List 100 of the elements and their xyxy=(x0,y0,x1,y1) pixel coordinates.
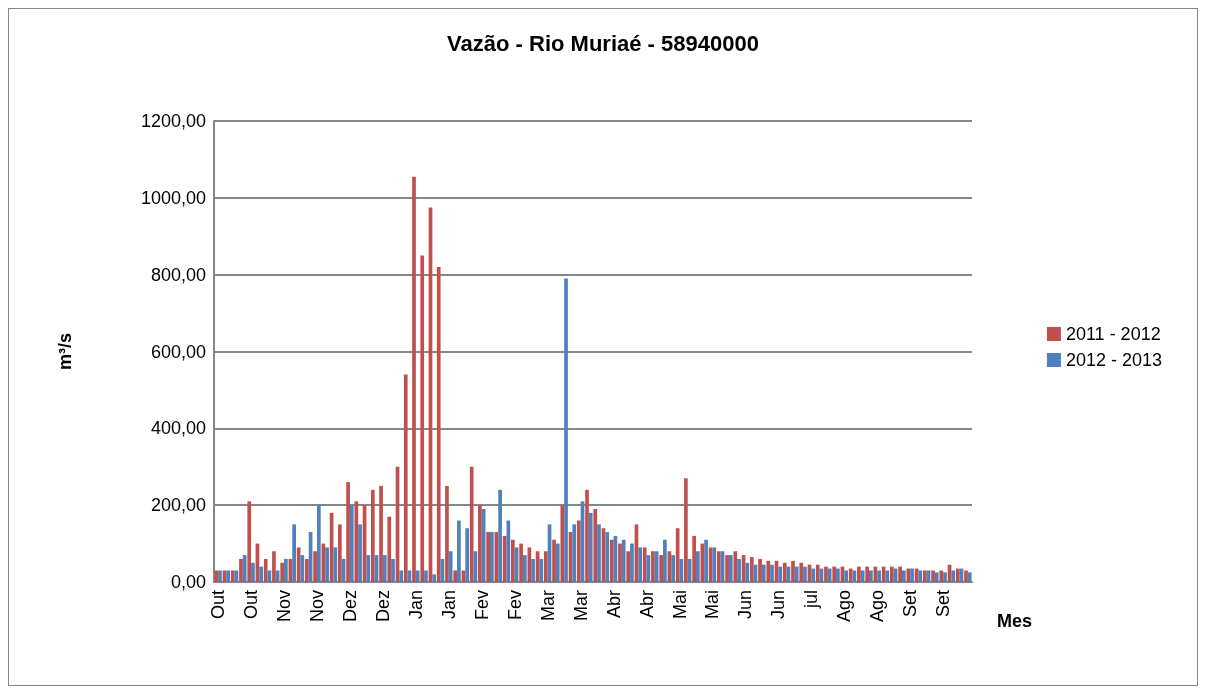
bar xyxy=(313,551,317,582)
bar xyxy=(593,509,598,582)
bar xyxy=(885,570,890,582)
bar xyxy=(358,524,362,582)
bar xyxy=(275,570,280,582)
bar xyxy=(296,547,301,582)
bar xyxy=(663,539,667,582)
x-tick-label: Out xyxy=(208,590,229,620)
bar xyxy=(387,516,392,582)
bar xyxy=(659,555,664,582)
bar xyxy=(799,562,804,582)
bar xyxy=(522,555,527,582)
x-tick-label: Jan xyxy=(438,590,459,620)
bar xyxy=(242,555,247,582)
bar xyxy=(478,505,482,582)
bar xyxy=(712,547,717,582)
chart-title: Vazão - Rio Muriaé - 58940000 xyxy=(447,30,759,56)
bar xyxy=(717,551,721,582)
bar xyxy=(745,562,750,582)
x-tick-label: Mai xyxy=(702,590,723,620)
bar xyxy=(832,566,837,582)
bar xyxy=(618,543,622,582)
bar xyxy=(555,543,560,582)
bar xyxy=(490,532,494,582)
bar xyxy=(305,558,309,582)
x-tick-label: Fev xyxy=(504,590,525,621)
bar xyxy=(214,570,219,582)
bar xyxy=(675,528,680,582)
y-tick-label: 400,00 xyxy=(150,418,206,439)
bar xyxy=(922,570,927,582)
x-tick-label: Jun xyxy=(735,590,756,620)
bar xyxy=(564,278,568,582)
bar xyxy=(552,539,556,582)
x-tick-label: Jun xyxy=(768,590,789,620)
bar xyxy=(815,564,820,582)
bar xyxy=(910,568,914,582)
bar xyxy=(469,466,474,582)
bar xyxy=(865,566,870,582)
bar xyxy=(382,555,387,582)
bar xyxy=(761,564,766,582)
bar xyxy=(704,539,708,582)
bar xyxy=(370,489,375,582)
bar xyxy=(486,532,491,582)
y-tick-label: 1000,00 xyxy=(140,187,206,208)
x-tick-label: Mar xyxy=(537,590,558,621)
bar xyxy=(605,532,610,582)
x-tick-label: Ago xyxy=(834,590,855,623)
bar xyxy=(766,560,771,582)
bar xyxy=(597,524,601,582)
bar xyxy=(543,551,548,582)
x-tick-label: Set xyxy=(900,590,921,618)
bar xyxy=(749,557,754,582)
x-axis-title: Mes xyxy=(997,611,1033,631)
bar xyxy=(877,570,881,582)
bar xyxy=(758,558,762,582)
bar xyxy=(527,547,532,582)
bar xyxy=(588,512,593,582)
bar xyxy=(728,555,733,582)
bar xyxy=(918,570,923,582)
legend-label: 2012 - 2013 xyxy=(1065,350,1163,370)
bar xyxy=(506,520,511,582)
bar xyxy=(226,570,231,582)
bar xyxy=(951,570,956,582)
bar xyxy=(630,543,634,582)
bar xyxy=(391,558,395,582)
y-tick-label: 1200,00 xyxy=(140,111,206,131)
bar xyxy=(259,566,264,582)
bar xyxy=(445,485,449,582)
bar xyxy=(349,505,354,582)
bar xyxy=(354,501,359,582)
bar xyxy=(791,560,795,582)
bar xyxy=(316,505,321,582)
bar xyxy=(931,570,935,582)
y-tick-label: 800,00 xyxy=(150,264,206,285)
bar xyxy=(967,572,972,582)
bar xyxy=(218,570,222,582)
y-axis-title: m³/s xyxy=(55,332,75,371)
x-tick-label: Fev xyxy=(471,590,492,621)
x-tick-label: jul xyxy=(801,590,822,610)
bar xyxy=(399,570,404,582)
bar xyxy=(955,568,960,582)
bar xyxy=(251,562,255,582)
bar xyxy=(869,570,873,582)
bar xyxy=(436,266,441,582)
bar xyxy=(519,543,523,582)
bar xyxy=(621,539,626,582)
bar xyxy=(453,570,458,582)
bar xyxy=(626,551,631,582)
bar xyxy=(939,570,944,582)
bar xyxy=(651,551,655,582)
bar xyxy=(890,566,894,582)
y-tick-label: 0,00 xyxy=(170,572,206,592)
bar xyxy=(498,489,502,582)
x-tick-label: Nov xyxy=(274,590,295,623)
bar xyxy=(338,524,342,582)
bar xyxy=(737,558,741,582)
bar xyxy=(725,555,729,582)
bar xyxy=(906,568,911,582)
bar xyxy=(284,558,288,582)
legend-label: 2011 - 2012 xyxy=(1065,324,1161,344)
